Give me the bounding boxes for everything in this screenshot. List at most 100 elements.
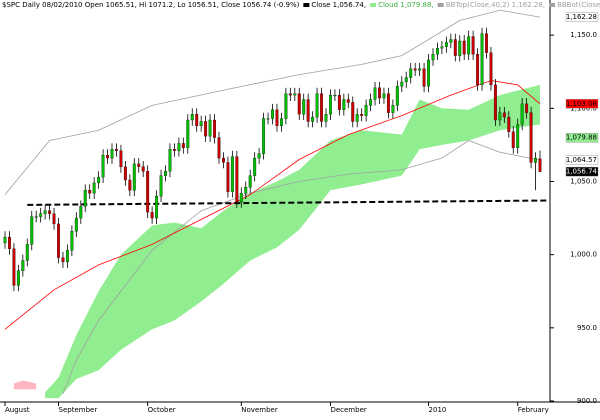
value-tag-label: 1,079.88 <box>566 134 597 142</box>
candle-body <box>164 171 167 176</box>
candle-body <box>458 40 462 56</box>
value-tag <box>565 155 599 165</box>
legend-label: BBTop(Close,40,2) 1,162.28, <box>446 1 545 9</box>
candle-body <box>79 206 83 219</box>
plot-area <box>3 9 549 399</box>
candle-body <box>92 182 96 194</box>
candle-body <box>498 112 502 121</box>
indicator-line <box>62 140 541 394</box>
candle-body <box>538 158 542 172</box>
candle-body <box>132 163 136 191</box>
candle-body <box>70 231 74 251</box>
candle-body <box>213 119 216 138</box>
candle-body <box>346 99 350 103</box>
chart-title: $SPC Daily 08/02/2010 Open 1065.51, Hi 1… <box>2 1 300 9</box>
candle-body <box>48 210 52 214</box>
candle-body <box>404 77 408 83</box>
candle-body <box>471 36 475 55</box>
candle-body <box>355 114 359 122</box>
candle-body <box>329 94 332 115</box>
candle-body <box>208 119 212 137</box>
candle-body <box>444 42 448 47</box>
candle-body <box>106 154 109 159</box>
candle-body <box>364 105 368 116</box>
cloud-area <box>13 380 37 390</box>
candle-body <box>101 154 105 178</box>
legend-swatch <box>370 3 377 7</box>
candle-body <box>351 102 355 122</box>
candle-body <box>297 93 301 115</box>
candle-body <box>34 216 38 218</box>
candle-body <box>52 213 56 225</box>
value-tag <box>565 99 599 109</box>
candle-body <box>284 93 288 119</box>
y-tick-label: 1,000.0 <box>570 251 597 259</box>
candle-body <box>502 112 506 118</box>
candle-body <box>8 236 11 249</box>
legend-label: Close 1,056.74, <box>311 1 366 9</box>
candle-body <box>485 33 488 53</box>
candle-body <box>159 175 163 197</box>
candle-body <box>88 190 92 194</box>
candle-body <box>61 257 65 263</box>
candle-body <box>119 150 123 167</box>
candle-body <box>226 162 230 192</box>
candle-body <box>271 109 274 119</box>
candle-body <box>382 93 386 99</box>
candle-body <box>128 179 132 191</box>
value-tag-label: 1,056.74 <box>566 168 598 176</box>
candle-body <box>65 250 69 263</box>
candle-body <box>409 68 413 78</box>
candle-body <box>507 116 511 132</box>
candle-body <box>315 93 319 118</box>
candle-body <box>462 40 466 55</box>
candle-body <box>391 105 395 113</box>
candle-body <box>493 84 497 121</box>
trendline <box>27 199 549 206</box>
candle-body <box>248 175 252 188</box>
x-tick-label: December <box>330 406 366 414</box>
value-tag-label: 1,162.28 <box>566 13 597 21</box>
candle-body <box>83 190 87 207</box>
y-tick-label: 900.0 <box>577 397 597 405</box>
candle-body <box>12 248 16 286</box>
candle-body <box>440 46 444 49</box>
candle-body <box>395 86 399 106</box>
candle-body <box>418 68 422 71</box>
candle-body <box>172 149 176 151</box>
candle-body <box>25 244 29 261</box>
legend-label: Cloud 1,079.88, <box>378 1 434 9</box>
candle-body <box>311 116 315 122</box>
candle-body <box>275 109 279 127</box>
candle-body <box>534 157 537 163</box>
value-tag <box>565 166 599 177</box>
candle-body <box>453 39 457 56</box>
legend-label: BBBot(Close,40,2) 1,064.57, <box>557 1 600 9</box>
candle-body <box>244 187 248 194</box>
candle-body <box>39 213 43 217</box>
candle-body <box>74 217 78 232</box>
candle-body <box>150 212 154 219</box>
candle-body <box>97 176 101 184</box>
x-tick-label: August <box>5 406 30 414</box>
cloud-area <box>45 84 540 399</box>
candle-body <box>21 260 25 271</box>
candle-body <box>324 114 328 122</box>
candle-body <box>386 93 390 113</box>
candle-body <box>449 39 453 43</box>
candle-body <box>511 131 515 148</box>
candle-body <box>235 156 239 203</box>
indicator-line <box>4 9 541 195</box>
candle-body <box>155 195 159 219</box>
candle-body <box>306 99 310 122</box>
legend-swatch <box>437 3 444 7</box>
candle-body <box>427 59 430 87</box>
candle-body <box>342 99 346 110</box>
candle-body <box>520 103 524 125</box>
candle-body <box>186 119 190 148</box>
x-tick-label: September <box>59 406 98 414</box>
candle-body <box>239 193 243 203</box>
candle-body <box>57 223 60 258</box>
candle-body <box>204 121 208 137</box>
